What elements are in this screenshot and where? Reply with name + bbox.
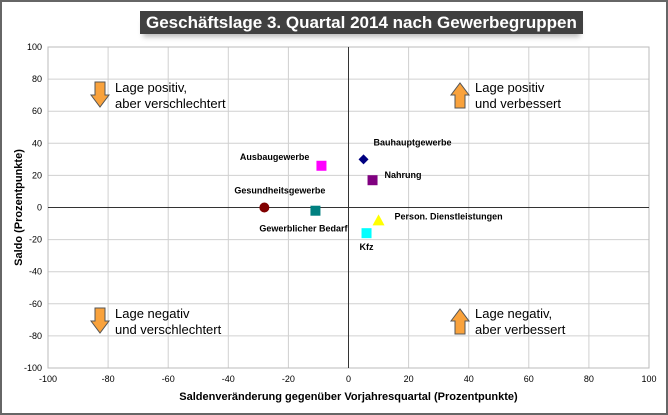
y-tick-label: 60 bbox=[32, 106, 42, 116]
quadrant-label: Lage positiv bbox=[475, 80, 545, 95]
point-label: Person. Dienstleistungen bbox=[395, 211, 503, 221]
quadrant-label: Lage negativ bbox=[115, 306, 190, 321]
quadrant-label: und verbessert bbox=[475, 96, 561, 111]
point-label: Kfz bbox=[360, 242, 374, 252]
point-label: Gewerblicher Bedarf bbox=[259, 224, 348, 234]
point-marker bbox=[310, 205, 321, 216]
point-marker bbox=[367, 175, 378, 186]
point-marker bbox=[316, 160, 327, 171]
point-marker bbox=[259, 202, 270, 213]
y-tick-label: -100 bbox=[24, 363, 42, 373]
x-tick-label: -40 bbox=[222, 374, 235, 384]
y-tick-label: -60 bbox=[29, 299, 42, 309]
x-tick-label: 40 bbox=[464, 374, 474, 384]
x-tick-label: 80 bbox=[584, 374, 594, 384]
arrow-up-icon bbox=[450, 82, 470, 109]
x-tick-label: -100 bbox=[39, 374, 57, 384]
point-label: Gesundheitsgewerbe bbox=[234, 186, 325, 196]
quadrant-label: aber verbessert bbox=[475, 322, 566, 337]
x-tick-label: -60 bbox=[162, 374, 175, 384]
point-label: Bauhauptgewerbe bbox=[374, 137, 452, 147]
point-marker bbox=[358, 154, 369, 165]
y-tick-label: 0 bbox=[37, 203, 42, 213]
point-label: Nahrung bbox=[385, 170, 422, 180]
quadrant-label: und verschlechtert bbox=[115, 322, 222, 337]
x-tick-label: 0 bbox=[346, 374, 351, 384]
y-tick-label: 80 bbox=[32, 74, 42, 84]
point-marker bbox=[372, 214, 385, 226]
x-axis-label: Saldenveränderung gegenüber Vorjahresqua… bbox=[179, 391, 518, 403]
y-tick-label: 40 bbox=[32, 138, 42, 148]
x-tick-label: -80 bbox=[102, 374, 115, 384]
y-tick-label: -40 bbox=[29, 267, 42, 277]
chart-title: Geschäftslage 3. Quartal 2014 nach Gewer… bbox=[140, 11, 583, 34]
arrow-down-icon bbox=[90, 81, 110, 108]
arrow-up-icon bbox=[450, 308, 470, 335]
point-label: Ausbaugewerbe bbox=[240, 152, 310, 162]
x-tick-label: 100 bbox=[641, 374, 656, 384]
point-marker bbox=[361, 228, 372, 239]
x-tick-label: 60 bbox=[524, 374, 534, 384]
y-tick-label: -20 bbox=[29, 235, 42, 245]
y-tick-label: -80 bbox=[29, 331, 42, 341]
y-axis-label: Saldo (Prozentpunkte) bbox=[13, 149, 25, 266]
quadrant-label: Lage positiv, bbox=[115, 80, 187, 95]
y-tick-label: 100 bbox=[27, 42, 42, 52]
x-tick-label: -20 bbox=[282, 374, 295, 384]
arrow-down-icon bbox=[90, 307, 110, 334]
quadrant-label: aber verschlechtert bbox=[115, 96, 226, 111]
x-tick-label: 20 bbox=[404, 374, 414, 384]
quadrant-label: Lage negativ, bbox=[475, 306, 552, 321]
y-tick-label: 20 bbox=[32, 170, 42, 180]
